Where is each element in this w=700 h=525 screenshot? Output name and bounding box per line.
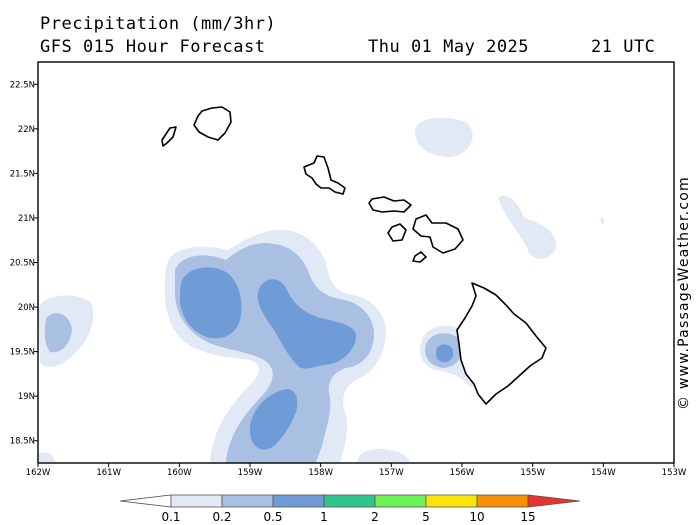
longitude-axis: 162W 161W 160W 159W 158W 157W 156W 155W 154W 153W	[26, 463, 687, 478]
lat-tick-label: 20N	[18, 303, 35, 313]
lat-tick-label: 19.5N	[10, 348, 35, 358]
lon-tick-label: 157W	[379, 468, 404, 478]
legend-label: 0.2	[212, 510, 231, 524]
island-kauai	[193, 106, 232, 141]
island-hawaii	[456, 282, 547, 405]
forecast-time: 21 UTC	[591, 37, 656, 57]
island-lanai	[387, 223, 407, 242]
legend-label: 5	[422, 510, 430, 524]
precip-contour-0-5	[180, 267, 454, 450]
legend-label: 0.5	[263, 510, 282, 524]
precip-layer	[38, 117, 605, 463]
lon-tick-label: 158W	[308, 468, 333, 478]
island-molokai	[368, 196, 412, 213]
lat-tick-label: 20.5N	[10, 259, 35, 269]
legend-arrow-left	[119, 494, 172, 508]
lon-tick-label: 161W	[96, 468, 121, 478]
lat-tick-label: 19N	[18, 392, 35, 402]
lon-tick-label: 160W	[167, 468, 192, 478]
legend-swatch	[272, 494, 325, 508]
lat-tick-label: 21N	[18, 214, 35, 224]
island-niihau	[161, 126, 177, 147]
map-frame	[37, 61, 675, 464]
legend-label: 1	[320, 510, 328, 524]
lat-tick-label: 22N	[18, 125, 35, 135]
lat-tick-label: 22.5N	[10, 80, 35, 90]
legend-label: 2	[371, 510, 379, 524]
legend-swatch	[476, 494, 529, 508]
island-kahoolawe	[412, 251, 427, 263]
legend-label: 0.1	[161, 510, 180, 524]
legend-label: 10	[469, 510, 484, 524]
lon-tick-label: 162W	[26, 468, 51, 478]
lon-tick-label: 154W	[591, 468, 616, 478]
island-oahu	[303, 155, 346, 195]
coastlines	[161, 106, 547, 405]
lon-tick-label: 156W	[450, 468, 475, 478]
lon-tick-label: 153W	[662, 468, 687, 478]
lat-tick-label: 21.5N	[10, 169, 35, 179]
latitude-axis: 18.5N 19N 19.5N 20N 20.5N 21N 21.5N 22N 22.5N	[10, 80, 38, 447]
lat-tick-label: 18.5N	[10, 437, 35, 447]
legend-label: 15	[520, 510, 535, 524]
forecast-date: Thu 01 May 2025	[368, 37, 530, 57]
legend-swatch	[323, 494, 376, 508]
legend-arrow-right	[527, 494, 581, 508]
legend-swatch	[425, 494, 478, 508]
legend-swatch	[374, 494, 427, 508]
forecast-subtitle: GFS 015 Hour Forecast	[40, 37, 266, 57]
legend-swatch	[170, 494, 223, 508]
legend-swatch	[221, 494, 274, 508]
chart-title: Precipitation (mm/3hr)	[40, 14, 277, 34]
island-maui	[412, 214, 464, 254]
lon-tick-label: 159W	[238, 468, 263, 478]
lon-tick-label: 155W	[520, 468, 545, 478]
precip-legend: 0.1 0.2 0.5 1 2 5 10 15	[119, 494, 581, 524]
